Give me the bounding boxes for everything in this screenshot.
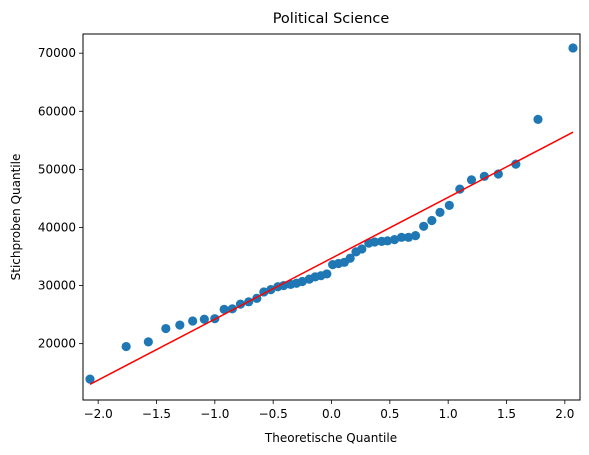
data-point — [121, 341, 131, 352]
x-tick-label: 0.0 — [322, 407, 341, 421]
y-tick-label: 20000 — [38, 337, 76, 351]
data-point — [427, 215, 437, 226]
data-point — [297, 276, 307, 287]
data-point — [175, 320, 185, 330]
data-point — [455, 184, 465, 194]
y-tick-label: 50000 — [38, 162, 76, 176]
data-point — [444, 200, 454, 210]
data-point — [199, 314, 209, 324]
data-point — [188, 316, 198, 326]
data-point — [511, 159, 521, 169]
reference-line-layer — [89, 131, 574, 385]
data-point — [466, 175, 477, 185]
reference-line — [89, 131, 574, 385]
x-tick-label: −2.0 — [84, 407, 113, 421]
data-point — [389, 235, 400, 245]
y-tick-label: 40000 — [38, 220, 76, 234]
y-tick-label: 30000 — [38, 279, 76, 293]
data-point — [419, 221, 429, 231]
data-point — [219, 304, 229, 314]
x-tick-label: 2.0 — [555, 407, 574, 421]
plot-frame — [82, 33, 581, 401]
data-point — [435, 207, 445, 217]
y-axis-label: Stichproben Quantile — [9, 154, 23, 281]
x-axis: −2.0 −1.5 −1.0 −0.5 0.0 0.5 1.0 1.5 2.0 — [84, 400, 574, 421]
data-point — [396, 232, 407, 242]
chart-title: Political Science — [273, 11, 390, 27]
data-point — [410, 230, 421, 241]
data-points — [85, 43, 578, 384]
x-tick-label: 1.5 — [497, 407, 516, 421]
x-axis-label: Theoretische Quantile — [264, 431, 397, 445]
data-point — [479, 171, 489, 181]
y-axis: 20000 30000 40000 50000 60000 70000 — [38, 46, 83, 351]
y-tick-label: 60000 — [38, 104, 76, 118]
data-point — [533, 114, 543, 124]
data-point — [403, 232, 414, 242]
data-point — [568, 43, 578, 53]
x-tick-label: −1.0 — [200, 407, 229, 421]
data-point — [382, 236, 393, 246]
x-tick-label: 0.5 — [380, 407, 399, 421]
data-point — [357, 244, 367, 254]
data-point — [85, 374, 95, 384]
data-point — [143, 337, 153, 347]
data-point — [345, 253, 355, 263]
x-tick-label: 1.0 — [439, 407, 458, 421]
x-tick-label: −1.5 — [142, 407, 171, 421]
y-tick-label: 70000 — [38, 46, 76, 60]
x-tick-label: −0.5 — [259, 407, 288, 421]
data-point — [161, 323, 171, 334]
data-point — [370, 237, 380, 247]
data-point — [279, 280, 289, 291]
data-point — [322, 269, 332, 279]
